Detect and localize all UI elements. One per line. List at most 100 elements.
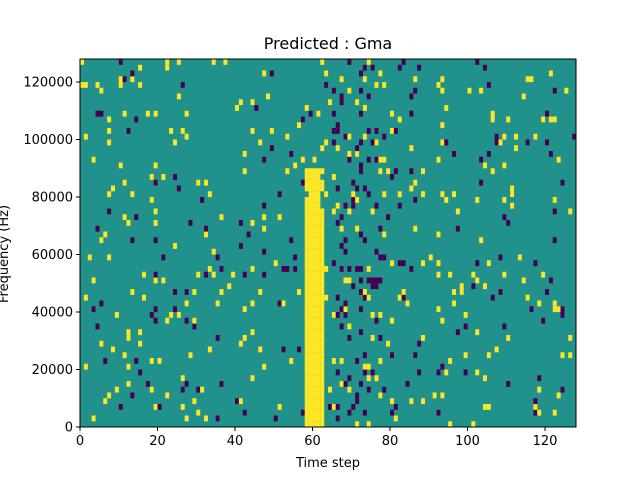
heatmap-cell (107, 208, 112, 215)
heatmap-cell (300, 409, 305, 416)
heatmap-cell (374, 248, 379, 255)
heatmap-cell (173, 243, 177, 249)
heatmap-cell (324, 266, 329, 272)
heatmap-cell (339, 323, 344, 330)
heatmap-cell (339, 214, 344, 221)
heatmap-cell (235, 105, 239, 111)
heatmap-cell (269, 145, 274, 152)
heatmap-cell (153, 179, 158, 186)
heatmap-cell (312, 225, 317, 232)
heatmap-cell (308, 381, 313, 387)
heatmap-cell (548, 151, 553, 157)
heatmap-cell (312, 386, 317, 393)
heatmap-cell (215, 335, 220, 341)
heatmap-cell (304, 208, 309, 215)
heatmap-cell (312, 248, 317, 255)
heatmap-cell (366, 363, 371, 370)
heatmap-cell (471, 271, 476, 278)
heatmap-cell (320, 266, 325, 272)
heatmap-cell (316, 225, 321, 232)
heatmap-cell (320, 185, 325, 192)
heatmap-cell (362, 105, 367, 111)
heatmap-cell (308, 202, 313, 209)
heatmap-cell (339, 225, 344, 232)
heatmap-cell (304, 294, 309, 301)
heatmap-cell (355, 398, 360, 405)
heatmap-cell (413, 197, 418, 203)
heatmap-cell (405, 300, 410, 307)
heatmap-cell (421, 191, 425, 198)
heatmap-cell (390, 260, 394, 267)
heatmap-cell (308, 271, 313, 278)
heatmap-cell (180, 82, 185, 88)
heatmap-cell (130, 237, 135, 244)
heatmap-cell (103, 231, 108, 238)
heatmap-cell (316, 358, 321, 364)
heatmap-cell (242, 271, 247, 278)
heatmap-cell (176, 185, 181, 192)
heatmap-cell (103, 398, 108, 405)
heatmap-cell (114, 386, 119, 393)
heatmap-cell (351, 197, 356, 203)
heatmap-cell (277, 404, 282, 410)
heatmap-cell (541, 317, 546, 324)
y-tick-label: 60000 (32, 248, 73, 263)
heatmap-cell (99, 87, 104, 94)
heatmap-cell (343, 133, 348, 140)
heatmap-cell (347, 335, 352, 341)
x-tick-label: 80 (382, 434, 399, 449)
heatmap-cell (359, 329, 363, 336)
heatmap-cell (312, 220, 317, 226)
heatmap-cell (273, 260, 278, 267)
heatmap-cell (316, 168, 321, 175)
heatmap-cell (393, 415, 398, 422)
heatmap-cell (459, 283, 464, 290)
heatmap-cell (552, 208, 557, 215)
heatmap-cell (308, 340, 313, 347)
heatmap-cell (312, 294, 317, 301)
heatmap-cell (118, 59, 123, 65)
heatmap-cell (320, 317, 325, 324)
heatmap-cell (304, 335, 309, 341)
heatmap-cell (362, 369, 367, 376)
heatmap-cell (362, 289, 367, 295)
heatmap-cell (347, 133, 352, 140)
heatmap-cell (335, 415, 340, 422)
heatmap-cell (339, 93, 344, 100)
y-tick-label: 20000 (32, 363, 73, 378)
heatmap-cell (304, 237, 309, 244)
heatmap-cell (312, 340, 317, 347)
heatmap-cell (362, 363, 367, 370)
heatmap-cell (490, 168, 495, 175)
heatmap-cell (192, 398, 197, 405)
heatmap-cell (475, 197, 480, 203)
heatmap-cell (545, 289, 549, 295)
heatmap-cell (95, 82, 100, 88)
heatmap-cell (304, 421, 309, 428)
heatmap-cell (331, 260, 336, 267)
heatmap-cell (304, 398, 309, 405)
heatmap-cell (324, 82, 329, 88)
heatmap-cell (231, 271, 236, 278)
heatmap-cell (455, 208, 460, 215)
heatmap-cell (537, 386, 542, 393)
heatmap-cell (378, 312, 383, 318)
heatmap-cell (331, 174, 336, 180)
heatmap-cell (409, 145, 414, 152)
heatmap-cell (448, 421, 453, 428)
heatmap-cell (413, 76, 418, 83)
heatmap-cell (529, 76, 534, 83)
heatmap-cell (157, 404, 162, 410)
heatmap-cell (393, 168, 398, 175)
heatmap-cell (304, 214, 309, 221)
heatmap-cell (475, 260, 480, 267)
heatmap-cell (386, 168, 391, 175)
heatmap-cell (483, 375, 487, 382)
heatmap-cell (320, 335, 325, 341)
heatmap-cell (262, 156, 267, 163)
heatmap-cell (308, 110, 313, 117)
heatmap-cell (122, 352, 127, 359)
heatmap-cell (304, 248, 309, 255)
heatmap-cell (308, 225, 313, 232)
heatmap-cell (308, 409, 313, 416)
